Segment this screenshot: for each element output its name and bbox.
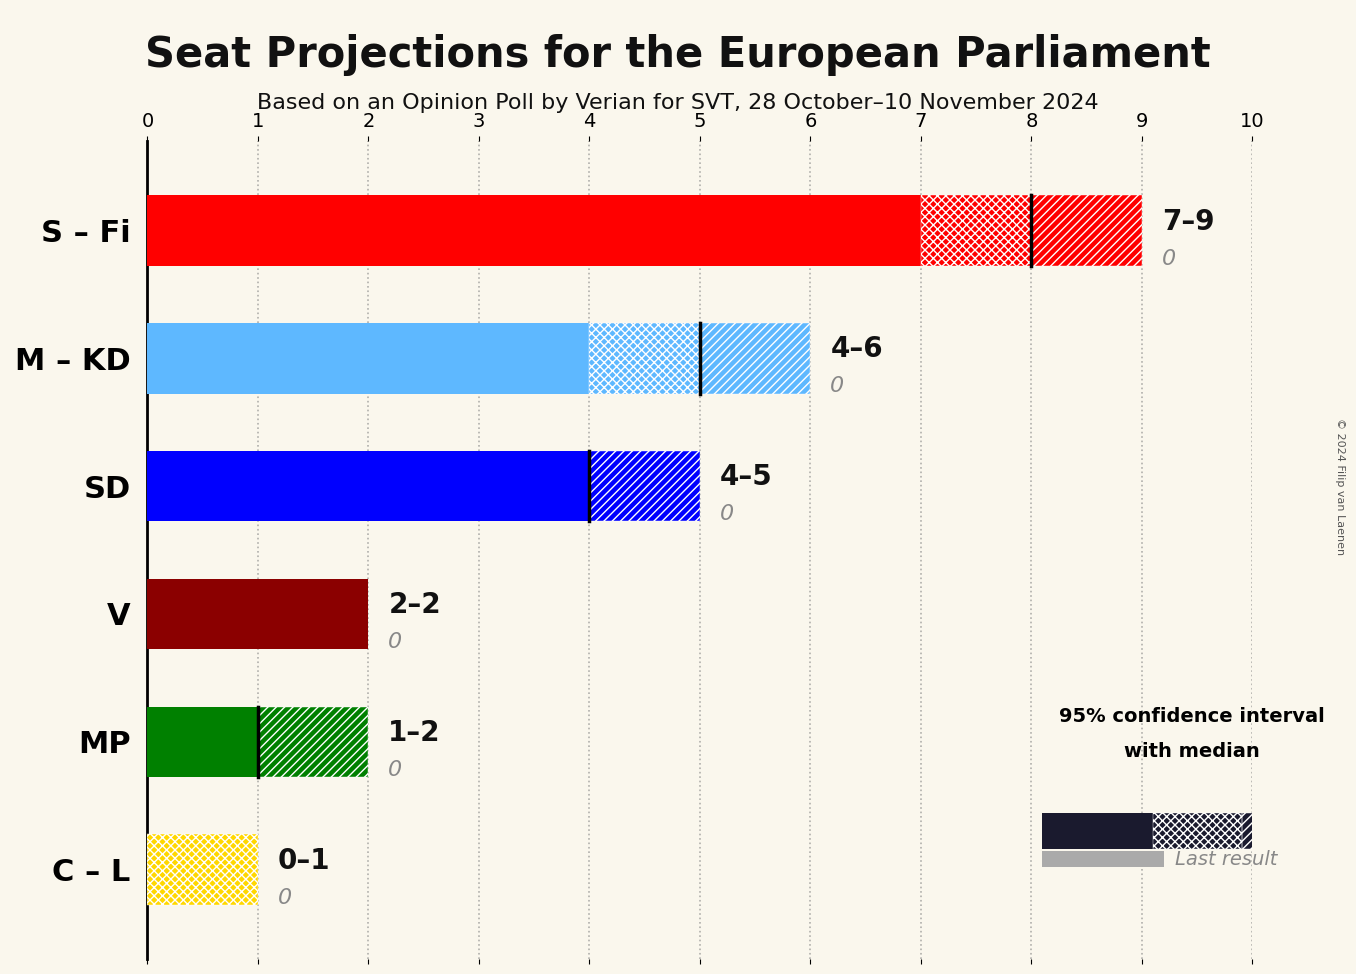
Text: 0: 0 <box>278 887 292 908</box>
Bar <box>148 835 258 905</box>
Bar <box>1032 196 1142 266</box>
Bar <box>148 579 369 649</box>
Text: 4–6: 4–6 <box>830 335 883 363</box>
Text: with median: with median <box>1124 742 1260 761</box>
Bar <box>590 323 700 393</box>
Bar <box>148 323 590 393</box>
Bar <box>258 706 369 777</box>
Bar <box>1242 813 1341 849</box>
Text: 4–5: 4–5 <box>720 464 773 491</box>
Text: 0: 0 <box>388 632 403 652</box>
Text: 2–2: 2–2 <box>388 591 441 619</box>
Text: 0: 0 <box>830 377 845 396</box>
Bar <box>1032 196 1142 266</box>
Text: Last result: Last result <box>1174 850 1277 869</box>
Text: 0: 0 <box>388 760 403 780</box>
Bar <box>921 196 1032 266</box>
Bar <box>700 323 811 393</box>
Bar <box>148 196 921 266</box>
Bar <box>921 196 1032 266</box>
Text: 1–2: 1–2 <box>388 719 441 747</box>
Bar <box>1242 813 1341 849</box>
Bar <box>258 706 369 777</box>
Bar <box>1153 813 1242 849</box>
Bar <box>148 835 258 905</box>
Bar <box>590 323 700 393</box>
Text: Based on an Opinion Poll by Verian for SVT, 28 October–10 November 2024: Based on an Opinion Poll by Verian for S… <box>258 93 1098 113</box>
Text: © 2024 Filip van Laenen: © 2024 Filip van Laenen <box>1334 419 1345 555</box>
Bar <box>700 323 811 393</box>
Bar <box>148 451 590 521</box>
Bar <box>1153 813 1242 849</box>
Text: Seat Projections for the European Parliament: Seat Projections for the European Parlia… <box>145 34 1211 76</box>
Bar <box>148 706 258 777</box>
Text: 95% confidence interval: 95% confidence interval <box>1059 707 1325 727</box>
Bar <box>1043 851 1163 868</box>
Text: 0: 0 <box>1162 248 1176 269</box>
Text: 7–9: 7–9 <box>1162 207 1214 236</box>
Text: 0: 0 <box>720 505 734 524</box>
Bar <box>590 451 700 521</box>
Bar <box>590 451 700 521</box>
Bar <box>1043 813 1153 849</box>
Text: 0–1: 0–1 <box>278 846 331 875</box>
